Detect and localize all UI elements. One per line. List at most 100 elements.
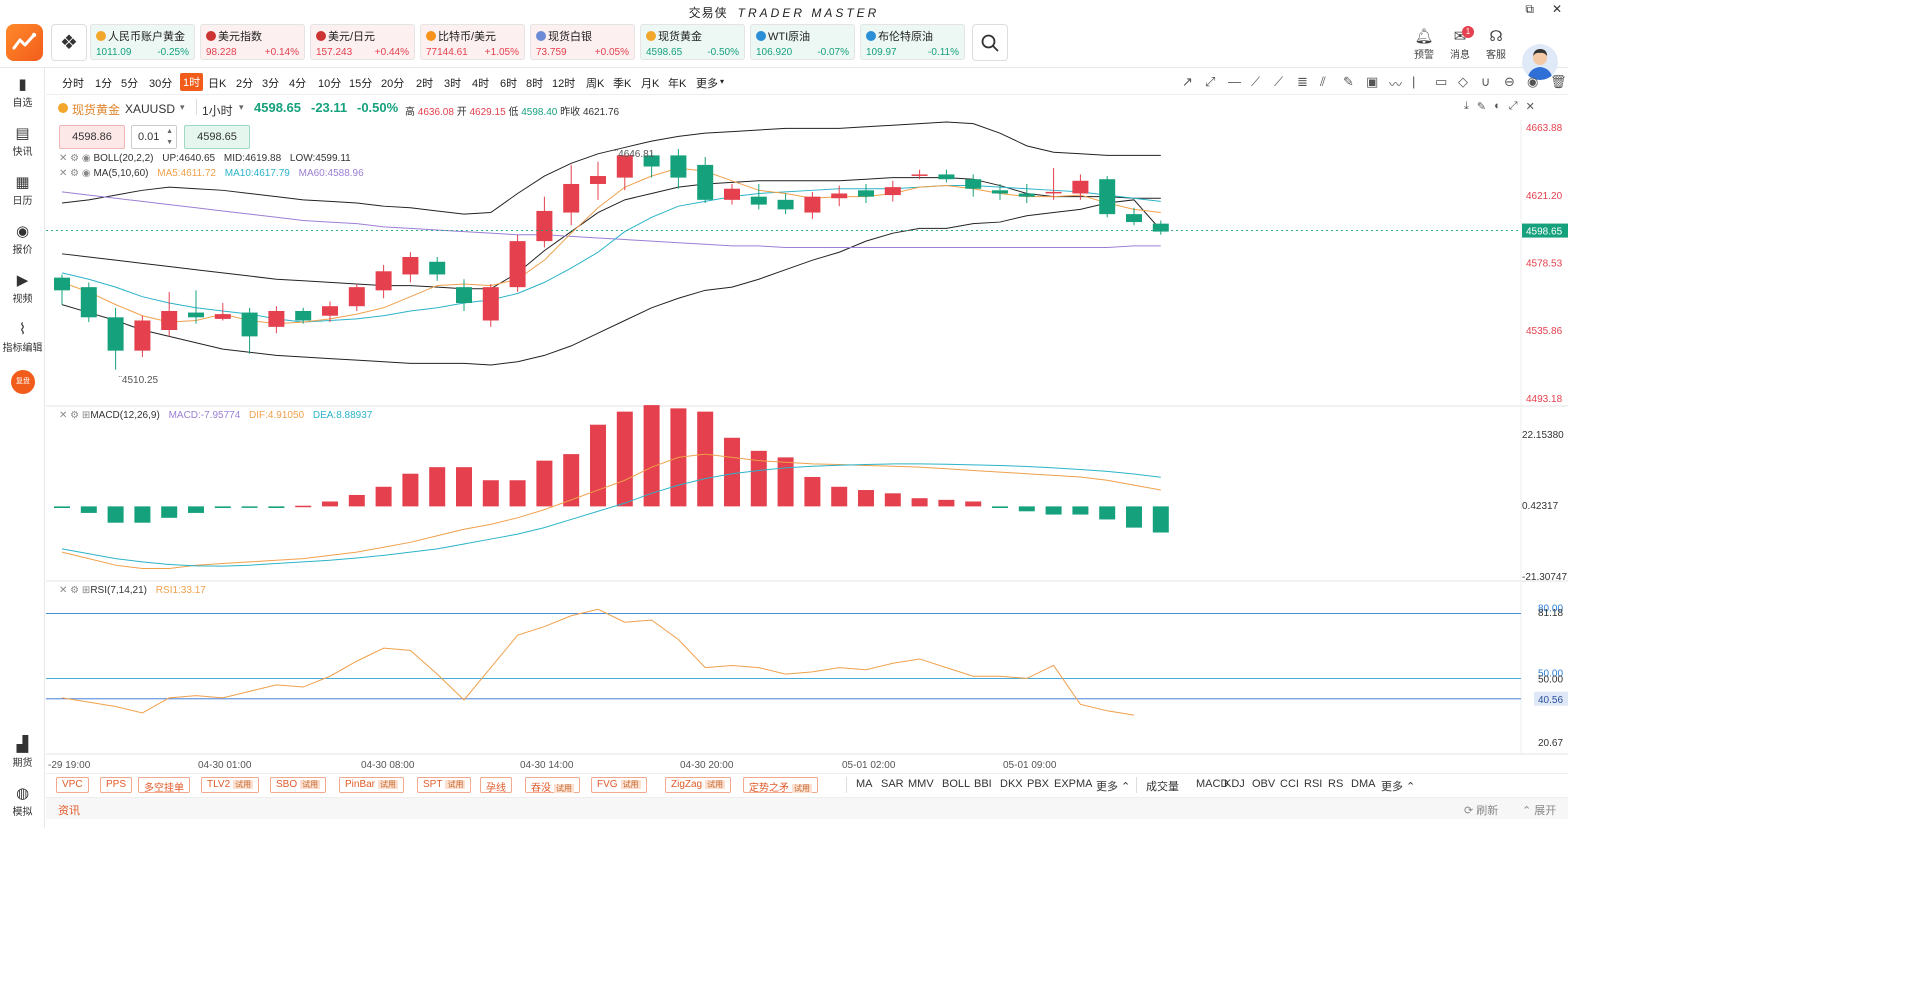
price-chart[interactable]: 4663.88 4621.20 4578.53 4535.86 4493.18 4598.… [46, 120, 1568, 774]
indicator-tag[interactable]: TLV2 试用 [201, 777, 260, 793]
timeframe-18[interactable]: 周K [586, 78, 605, 90]
timeframe-21[interactable]: 年K [668, 78, 687, 90]
chart-area[interactable]: 4663.88 4621.20 4578.53 4535.86 4493.18 4598.… [46, 120, 1568, 774]
main-indicator-5[interactable]: DKX [1000, 778, 1023, 790]
app-logo[interactable] [6, 24, 43, 61]
search-button[interactable] [972, 24, 1008, 61]
sidebar-item-simulation[interactable]: ◍ 模拟 [0, 785, 45, 818]
sidebar-item-indicator-edit[interactable]: ⌇ 指标编辑 [0, 321, 45, 354]
more-dropdown-icon[interactable]: ▾ [720, 77, 725, 86]
quote-card[interactable]: 现货白银 73.759 +0.05% [530, 24, 635, 60]
candle[interactable] [188, 290, 204, 324]
restore-window-icon[interactable]: ⧉ [1525, 2, 1534, 16]
candle[interactable] [456, 279, 472, 311]
indicator-tag[interactable]: 孕线 [480, 777, 512, 794]
support-button[interactable]: ☊ 客服 [1481, 28, 1511, 61]
timeframe-6[interactable]: 2分 [236, 78, 254, 90]
candle[interactable] [670, 149, 687, 189]
apps-grid-button[interactable]: ❖ [51, 24, 87, 61]
settings-icon[interactable]: ⚙ [70, 153, 80, 164]
quote-card[interactable]: 美元指数 98.228 +0.14% [200, 24, 305, 60]
candle[interactable] [831, 185, 848, 207]
ray-icon[interactable]: ↗ [1182, 74, 1193, 89]
main-indicator-0[interactable]: MA [856, 778, 873, 790]
main-indicator-1[interactable]: SAR [881, 778, 904, 790]
candle[interactable] [884, 180, 901, 202]
indicator-tag[interactable]: PinBar 试用 [339, 777, 405, 793]
extended-line-icon[interactable]: ⤢ [1205, 74, 1216, 89]
quote-card[interactable]: 人民币账户黄金 1011.09 -0.25% [90, 24, 195, 60]
parallel-line-icon[interactable]: ⟋ [1274, 74, 1284, 89]
quote-card[interactable]: WTI原油 106.920 -0.07% [750, 24, 855, 60]
indicator-tag[interactable]: SBO 试用 [270, 777, 327, 793]
sub-indicator-4[interactable]: CCI [1280, 778, 1299, 790]
lot-size-input[interactable]: 0.01 ▲ ▼ [131, 125, 177, 149]
brush-icon[interactable]: ✎ [1343, 74, 1354, 89]
settings-icon[interactable]: ⚙ [70, 168, 80, 179]
timeframe-19[interactable]: 季K [613, 78, 632, 90]
sub-indicator-8[interactable]: 更多 ⌃ [1381, 781, 1416, 793]
symbol-code[interactable]: XAUUSD [125, 102, 176, 116]
fullscreen-icon[interactable]: ⤢ [1508, 100, 1518, 112]
refresh-button[interactable]: ⟳ 刷新 [1464, 802, 1498, 818]
main-indicator-8[interactable]: 更多 ⌃ [1096, 781, 1131, 793]
candle[interactable] [54, 274, 70, 305]
alert-button[interactable]: 🔔︎ 预警 [1409, 28, 1439, 61]
candle[interactable] [750, 183, 767, 210]
timeframe-0[interactable]: 分时 [62, 78, 84, 90]
main-indicator-2[interactable]: MMV [908, 778, 934, 790]
timeframe-2[interactable]: 5分 [121, 78, 139, 90]
sub-indicator-2[interactable]: KDJ [1224, 778, 1245, 790]
candle[interactable] [911, 169, 928, 180]
symbol-dropdown-icon[interactable]: ▾ [180, 102, 185, 112]
stepper-icon[interactable]: ▲ ▼ [166, 128, 173, 146]
lock-icon[interactable]: ⊖ [1504, 74, 1515, 89]
trash-icon[interactable]: 🗑︎ [1550, 74, 1567, 89]
quote-card[interactable]: 美元/日元 157.243 +0.44% [310, 24, 415, 60]
candle[interactable] [214, 303, 231, 321]
candle[interactable] [590, 161, 606, 200]
rectangle-icon[interactable]: ▭ [1435, 74, 1448, 89]
timeframe-9[interactable]: 10分 [318, 78, 342, 90]
candle[interactable] [858, 183, 874, 204]
candle[interactable] [268, 306, 285, 334]
timeframe-1[interactable]: 1分 [95, 78, 113, 90]
candle[interactable] [643, 152, 660, 178]
candle[interactable] [536, 196, 553, 248]
sidebar-item-quotes[interactable]: ◉ 报价 [0, 223, 45, 256]
close-icon[interactable]: ✕ [59, 410, 68, 421]
candle[interactable] [1126, 207, 1142, 226]
collapse-box-icon[interactable]: ⊞ [81, 585, 91, 596]
indicator-tag[interactable]: 多空挂单 [138, 777, 190, 794]
candle[interactable] [402, 252, 419, 283]
sidebar-item-calendar[interactable]: ▦ 日历 [0, 174, 45, 207]
sub-indicator-5[interactable]: RSI [1304, 778, 1323, 790]
timeframe-22[interactable]: 更多 [696, 78, 718, 90]
sidebar-item-video[interactable]: ▶ 视频 [0, 272, 45, 305]
quote-card[interactable]: 布伦特原油 109.97 -0.11% [860, 24, 965, 60]
news-tab[interactable]: 资讯 [58, 805, 80, 817]
timeframe-10[interactable]: 15分 [349, 78, 373, 90]
candle[interactable] [107, 307, 124, 370]
quote-card[interactable]: 现货黄金 4598.65 -0.50% [640, 24, 745, 60]
quote-card[interactable]: 比特币/美元 77144.61 +1.05% [420, 24, 525, 60]
indicator-tag[interactable]: 吞没 试用 [525, 777, 580, 794]
timeframe-14[interactable]: 4时 [472, 78, 490, 90]
period-dropdown-icon[interactable]: ▾ [239, 102, 244, 112]
candle[interactable] [938, 169, 955, 183]
settings-icon[interactable]: ⚙ [70, 585, 80, 596]
timeframe-17[interactable]: 12时 [552, 78, 576, 90]
candle[interactable] [804, 191, 821, 219]
eye-icon[interactable]: ◉ [81, 168, 91, 179]
candle[interactable] [134, 315, 151, 358]
timeframe-16[interactable]: 8时 [526, 78, 544, 90]
candle[interactable] [1152, 220, 1169, 235]
indicator-tag[interactable]: FVG 试用 [591, 777, 647, 793]
candle[interactable] [1072, 174, 1089, 200]
sell-price-button[interactable]: 4598.86 [59, 125, 125, 149]
indicator-tag[interactable]: SPT 试用 [417, 777, 472, 793]
horizontal-line-icon[interactable]: — [1228, 74, 1241, 89]
candle[interactable] [509, 234, 526, 292]
sub-indicator-0[interactable]: 成交量 [1146, 781, 1179, 793]
indicator-tag[interactable]: 定势之矛 试用 [743, 777, 818, 794]
